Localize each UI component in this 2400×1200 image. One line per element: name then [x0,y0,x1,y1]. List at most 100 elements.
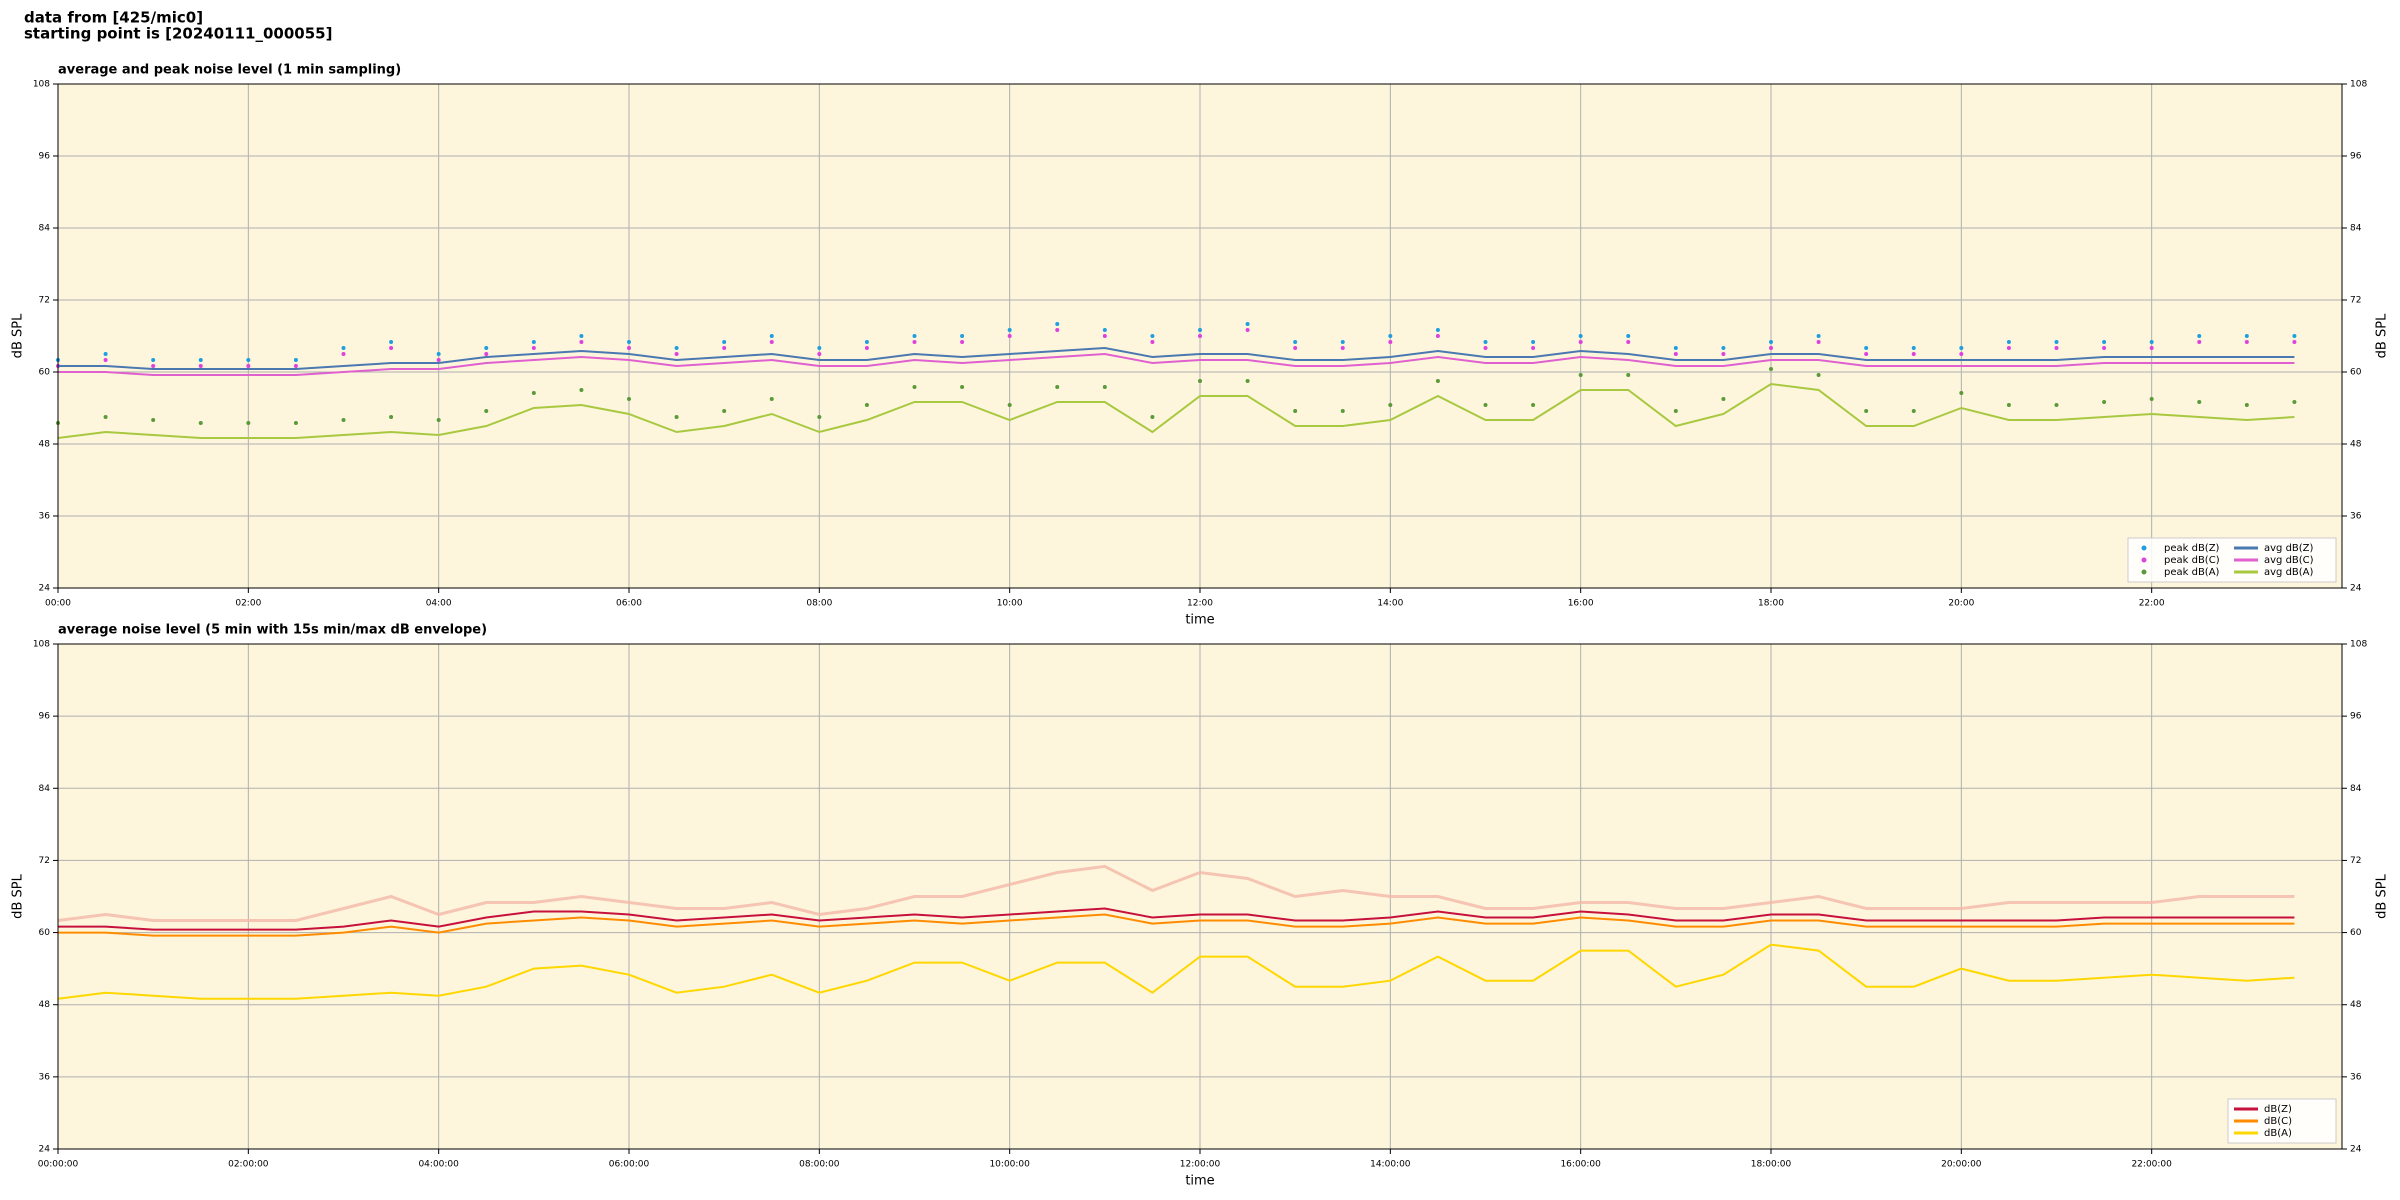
peak-point [2149,346,2154,350]
peak-point [2244,403,2249,407]
peak-point [1102,385,1107,389]
x-tick-label: 10:00 [997,599,1023,609]
legend-label: peak dB(A) [2164,567,2220,578]
x-tick-label: 08:00:00 [799,1160,840,1170]
peak-point [1435,379,1440,383]
peak-point [627,346,631,350]
peak-point [912,385,917,389]
peak-point [1959,346,1964,350]
x-axis-label: time [1185,1174,1214,1189]
y-tick-label: 72 [2350,856,2361,866]
peak-point [531,346,536,350]
peak-point [1007,334,1012,338]
x-tick-label: 22:00 [2139,599,2165,609]
peak-point [1102,334,1107,338]
peak-point [246,358,251,362]
peak-point [769,334,774,338]
peak-point [151,364,156,368]
peak-point [1340,409,1345,413]
peak-point [1769,346,1773,350]
legend-box [2227,1098,2337,1144]
subplot-title: average noise level (5 min with 15s min/… [58,623,487,638]
peak-point [1769,367,1773,371]
x-tick-label: 14:00 [1377,599,1403,609]
peak-point [2102,400,2107,404]
peak-point [1007,328,1012,332]
legend-label: peak dB(Z) [2164,543,2220,554]
peak-point [1816,340,1821,344]
peak-point [722,346,727,350]
peak-point [2149,397,2154,401]
y-tick-label: 24 [39,1145,51,1155]
peak-point [2102,340,2107,344]
peak-point [1578,340,1583,344]
series-line [58,346,2295,370]
peak-point [436,418,441,422]
peak-point [674,352,679,356]
legend-label: avg dB(Z) [2264,543,2314,554]
peak-point [1150,415,1155,419]
y-tick-label: 60 [39,928,51,938]
y-tick-label: 36 [39,1072,51,1082]
y-tick-label: 84 [2350,784,2362,794]
y-axis-label: dB SPL [2375,873,2390,918]
peak-point [722,409,727,413]
y-tick-label: 84 [2350,224,2362,234]
y-tick-label: 24 [2350,584,2362,594]
y-axis-label: dB SPL [11,313,26,358]
peak-point [2197,340,2202,344]
y-tick-label: 48 [39,440,51,450]
peak-point [1245,379,1250,383]
series-line [57,382,2295,439]
peak-point [769,397,774,401]
header-line: starting point is [20240111_000055] [24,25,332,43]
peak-point [2149,340,2154,344]
x-tick-label: 04:00 [426,599,452,609]
y-tick-label: 72 [2350,296,2361,306]
peak-point [1055,328,1060,332]
peak-point [1435,328,1440,332]
peak-point [1959,352,1964,356]
peak-point [484,352,489,356]
peak-point [1626,340,1631,344]
y-tick-label: 60 [2350,368,2362,378]
peak-point [1911,346,1916,350]
y-tick-label: 24 [39,584,51,594]
series-line [58,352,2295,376]
x-axis-label: time [1185,613,1214,628]
peak-point [2054,403,2059,407]
y-tick-label: 108 [33,80,50,90]
y-tick-label: 48 [2350,1000,2362,1010]
peak-point [341,352,346,356]
peak-point [2006,403,2011,407]
envelope [57,864,2295,922]
peak-point [1626,334,1631,338]
y-tick-label: 96 [39,152,51,162]
x-tick-label: 02:00 [235,599,261,609]
legend-marker [2141,569,2147,575]
legend-label: avg dB(A) [2264,567,2314,578]
peak-point [2054,346,2059,350]
peak-point [1864,352,1869,356]
peak-point [198,364,203,368]
peak-point [960,385,965,389]
legend-label: dB(Z) [2264,1104,2292,1115]
y-tick-label: 84 [39,224,51,234]
peak-point [389,346,394,350]
peak-point [1864,409,1869,413]
y-tick-label: 60 [2350,928,2362,938]
peak-point [817,352,822,356]
peak-point [1531,340,1536,344]
peak-point [1673,409,1678,413]
y-tick-label: 24 [2350,1145,2362,1155]
peak-point [1769,340,1773,344]
x-tick-label: 08:00 [806,599,832,609]
peak-point [1483,340,1488,344]
peak-point [2197,334,2202,338]
peak-point [1150,340,1155,344]
peak-point [341,418,346,422]
peak-point [1245,328,1250,332]
peak-point [960,334,965,338]
